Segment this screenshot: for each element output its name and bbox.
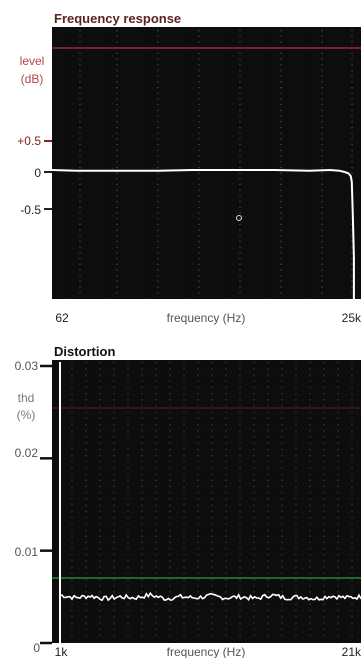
- x-tick-label: 25k: [342, 311, 361, 325]
- y-axis-label-line2: (dB): [21, 72, 44, 86]
- x-axis-label: frequency (Hz): [167, 645, 246, 658]
- frequency-response-line: [51, 168, 355, 299]
- x-tick-label: 62: [55, 311, 69, 325]
- x-tick-label: 1k: [55, 645, 69, 658]
- plot-background: [52, 27, 361, 299]
- y-tick-label: -0.5: [20, 203, 41, 217]
- y-tick-label: +0.5: [17, 134, 41, 148]
- y-axis-label-line2: (%): [17, 408, 36, 422]
- chart-title: Distortion: [54, 344, 115, 359]
- y-axis-label-line1: thd: [18, 391, 35, 405]
- y-tick-label: 0: [33, 641, 40, 655]
- y-ticks: [40, 364, 52, 645]
- x-axis-label: frequency (Hz): [167, 311, 246, 325]
- plot-background: [52, 360, 361, 643]
- frequency-response-chart: Frequency response level (dB) +0.5 0 -0.…: [17, 11, 361, 325]
- y-tick-label: 0.02: [15, 446, 39, 460]
- distortion-line: [59, 591, 361, 602]
- distortion-chart: Distortion thd (%) 0.03 0.02 0.01 0 1k f…: [15, 344, 361, 658]
- y-tick-label: 0.03: [15, 359, 39, 373]
- x-tick-label: 21k: [342, 645, 361, 658]
- gridlines: [52, 30, 361, 297]
- y-ticks: [44, 140, 52, 210]
- y-axis-label-line1: level: [20, 54, 45, 68]
- y-tick-label: 0: [34, 166, 41, 180]
- marker-dot: [236, 215, 242, 221]
- y-tick-label: 0.01: [15, 545, 39, 559]
- chart-title: Frequency response: [54, 11, 181, 26]
